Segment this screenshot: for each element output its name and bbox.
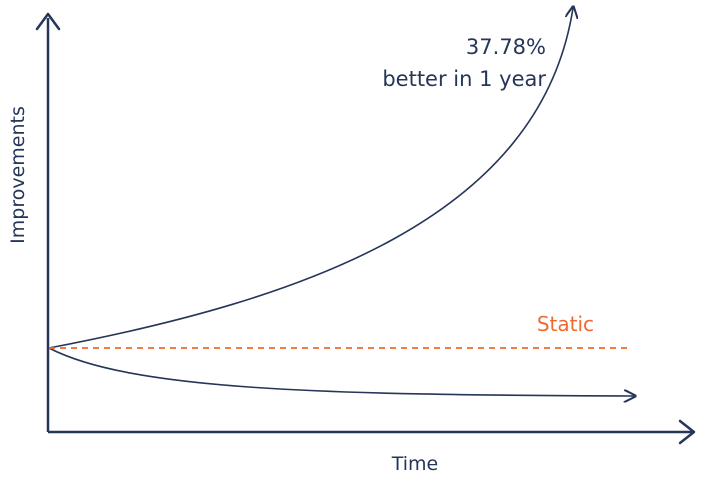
x-axis-arrowhead xyxy=(678,419,696,445)
y-axis-arrowhead xyxy=(35,12,61,31)
x-axis-label: Time xyxy=(391,453,439,475)
growth-curve xyxy=(48,8,573,349)
annotation-percentage: 37.78% xyxy=(466,35,546,59)
y-axis-label: Improvements xyxy=(7,106,29,244)
static-series-label: Static xyxy=(537,312,594,336)
decline-curve xyxy=(48,347,634,396)
annotation-caption: better in 1 year xyxy=(382,67,546,91)
